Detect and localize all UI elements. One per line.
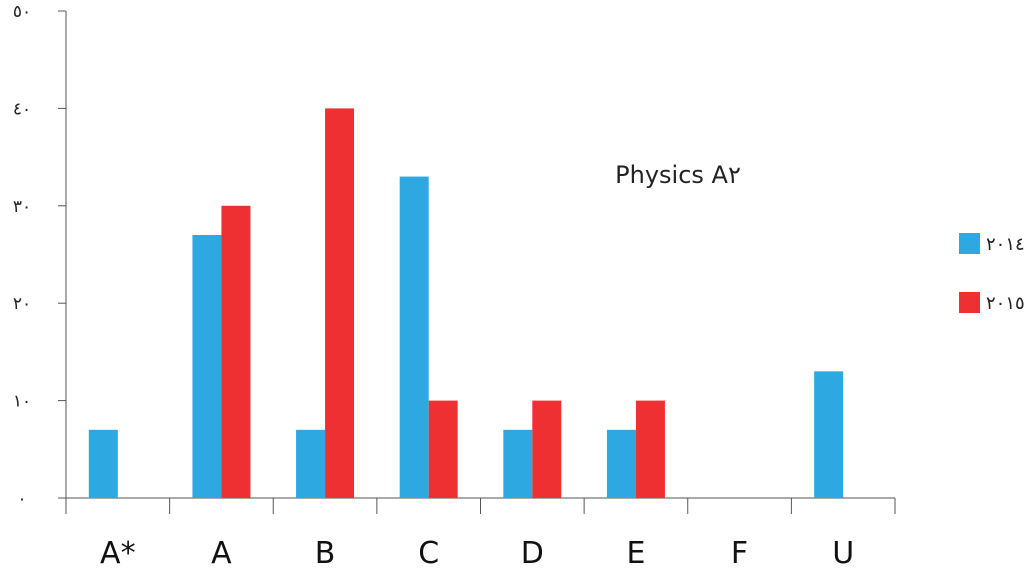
legend-label: ٢٠١٤	[986, 234, 1025, 255]
x-tick-label: D	[521, 536, 544, 571]
x-tick-label: E	[626, 536, 645, 571]
bar-series-1	[814, 371, 844, 498]
bar-series-2	[635, 400, 665, 498]
chart-axes	[58, 10, 896, 514]
legend-label: ٢٠١٥	[986, 293, 1025, 314]
x-tick-labels: A* A B C D E F U	[100, 536, 854, 571]
y-tick-label: ٢٠	[13, 294, 31, 314]
bar-series-1	[192, 235, 222, 498]
bar-series-2	[532, 400, 562, 498]
y-tick-label: ٥٠	[13, 2, 31, 22]
chart-title: Physics A٢	[615, 161, 741, 189]
bar-series-1	[399, 176, 429, 498]
y-tick-label: ١٠	[13, 392, 31, 412]
legend-swatch	[959, 233, 980, 254]
x-tick-label: U	[832, 536, 854, 571]
x-tick-label: A	[211, 536, 232, 571]
bar-series-2	[428, 400, 458, 498]
legend-swatch	[959, 292, 980, 313]
y-tick-label: ٤٠	[13, 99, 31, 119]
legend: ٢٠١٤ ٢٠١٥	[959, 233, 1025, 314]
bar-series-1	[606, 429, 636, 498]
y-tick-label: ٠	[17, 489, 26, 509]
bar-series-1	[88, 429, 118, 498]
x-tick-label: A*	[100, 536, 136, 571]
bar-series-2	[325, 108, 355, 499]
x-tick-label: F	[731, 536, 748, 571]
y-tick-label: ٣٠	[13, 197, 31, 217]
y-tick-labels: ٠ ١٠ ٢٠ ٣٠ ٤٠ ٥٠	[13, 2, 31, 509]
bars	[88, 108, 844, 499]
bar-series-2	[221, 205, 251, 499]
bar-series-1	[296, 429, 326, 498]
x-tick-label: B	[315, 536, 336, 571]
x-tick-label: C	[418, 536, 439, 571]
bar-series-1	[503, 429, 533, 498]
